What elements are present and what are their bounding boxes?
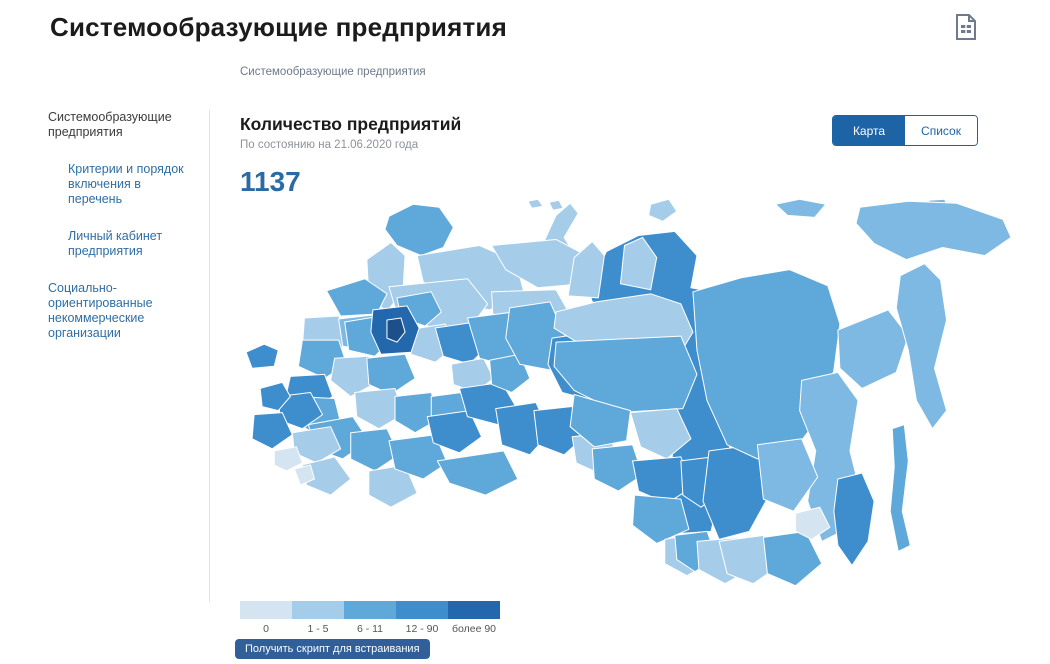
map-region[interactable]	[895, 263, 948, 430]
map-region[interactable]	[426, 410, 483, 454]
map-region[interactable]	[632, 456, 694, 504]
sidebar-separator	[209, 110, 210, 602]
russia-choropleth-map[interactable]	[238, 198, 1013, 598]
map-region[interactable]	[569, 393, 632, 448]
document-table-icon[interactable]	[953, 13, 979, 41]
map-region[interactable]	[648, 198, 678, 222]
legend-label: 12 - 90	[405, 623, 439, 635]
sidebar-item-nonprofit-orgs[interactable]: Социально-ориентированные некоммерческие…	[48, 281, 153, 340]
view-toggle: Карта Список	[832, 115, 978, 146]
map-region[interactable]	[619, 236, 658, 291]
map-svg[interactable]	[238, 198, 1013, 598]
legend-item: 1 - 5	[292, 601, 344, 635]
map-region[interactable]	[833, 472, 875, 567]
page-title: Системообразующие предприятия	[50, 12, 507, 42]
map-region[interactable]	[837, 309, 909, 389]
sidebar-item-criteria[interactable]: Критерии и порядок включения в перечень	[68, 162, 184, 206]
map-region[interactable]	[762, 530, 823, 587]
legend-swatch	[448, 601, 500, 619]
legend-swatch	[240, 601, 292, 619]
enterprise-count: 1137	[240, 166, 301, 197]
map-region[interactable]	[630, 408, 692, 460]
map-region[interactable]	[632, 494, 690, 544]
map-region[interactable]	[386, 317, 406, 343]
legend-label: 0	[263, 623, 269, 635]
legend-label: более 90	[451, 623, 497, 635]
map-region[interactable]	[350, 428, 400, 472]
legend-item: более 90	[448, 601, 500, 635]
map-region[interactable]	[293, 464, 315, 486]
map-region[interactable]	[273, 446, 303, 472]
map-region[interactable]	[326, 278, 388, 317]
legend-item: 0	[240, 601, 292, 635]
map-region[interactable]	[384, 203, 454, 257]
map-region[interactable]	[889, 424, 911, 552]
map-region[interactable]	[591, 444, 644, 492]
legend-label: 1 - 5	[307, 623, 329, 635]
list-view-button[interactable]: Список	[905, 116, 977, 145]
map-legend: 0 1 - 5 6 - 11 12 - 90 более 90	[240, 601, 500, 635]
as-of-date: По состоянию на 21.06.2020 года	[240, 139, 419, 151]
map-view-button[interactable]: Карта	[833, 116, 905, 145]
legend-swatch	[292, 601, 344, 619]
map-region[interactable]	[795, 506, 831, 540]
map-region[interactable]	[388, 434, 448, 480]
breadcrumb: Системообразующие предприятия	[240, 66, 426, 78]
map-region[interactable]	[527, 198, 544, 209]
get-embed-script-button[interactable]: Получить скрипт для встраивания	[235, 639, 430, 659]
sidebar-item-backbone-enterprises[interactable]: Системообразующие предприятия	[48, 110, 172, 139]
map-region[interactable]	[251, 412, 293, 450]
map-region[interactable]	[259, 381, 291, 412]
legend-swatch	[396, 601, 448, 619]
map-region[interactable]	[245, 343, 279, 369]
legend-item: 12 - 90	[396, 601, 448, 635]
sidebar: Системообразующие предприятия Критерии и…	[48, 110, 198, 363]
map-region[interactable]	[756, 438, 819, 512]
map-region[interactable]	[855, 200, 1012, 261]
map-region[interactable]	[567, 240, 605, 299]
map-region[interactable]	[436, 450, 519, 496]
sidebar-item-personal-account[interactable]: Личный кабинет предприятия	[68, 229, 163, 258]
map-region[interactable]	[354, 387, 404, 430]
map-region[interactable]	[774, 198, 827, 218]
map-region[interactable]	[548, 199, 564, 211]
section-heading: Количество предприятий	[240, 114, 462, 134]
legend-label: 6 - 11	[356, 623, 384, 635]
map-region[interactable]	[330, 355, 378, 397]
map-region[interactable]	[366, 353, 416, 395]
legend-swatch	[344, 601, 396, 619]
legend-item: 6 - 11	[344, 601, 396, 635]
